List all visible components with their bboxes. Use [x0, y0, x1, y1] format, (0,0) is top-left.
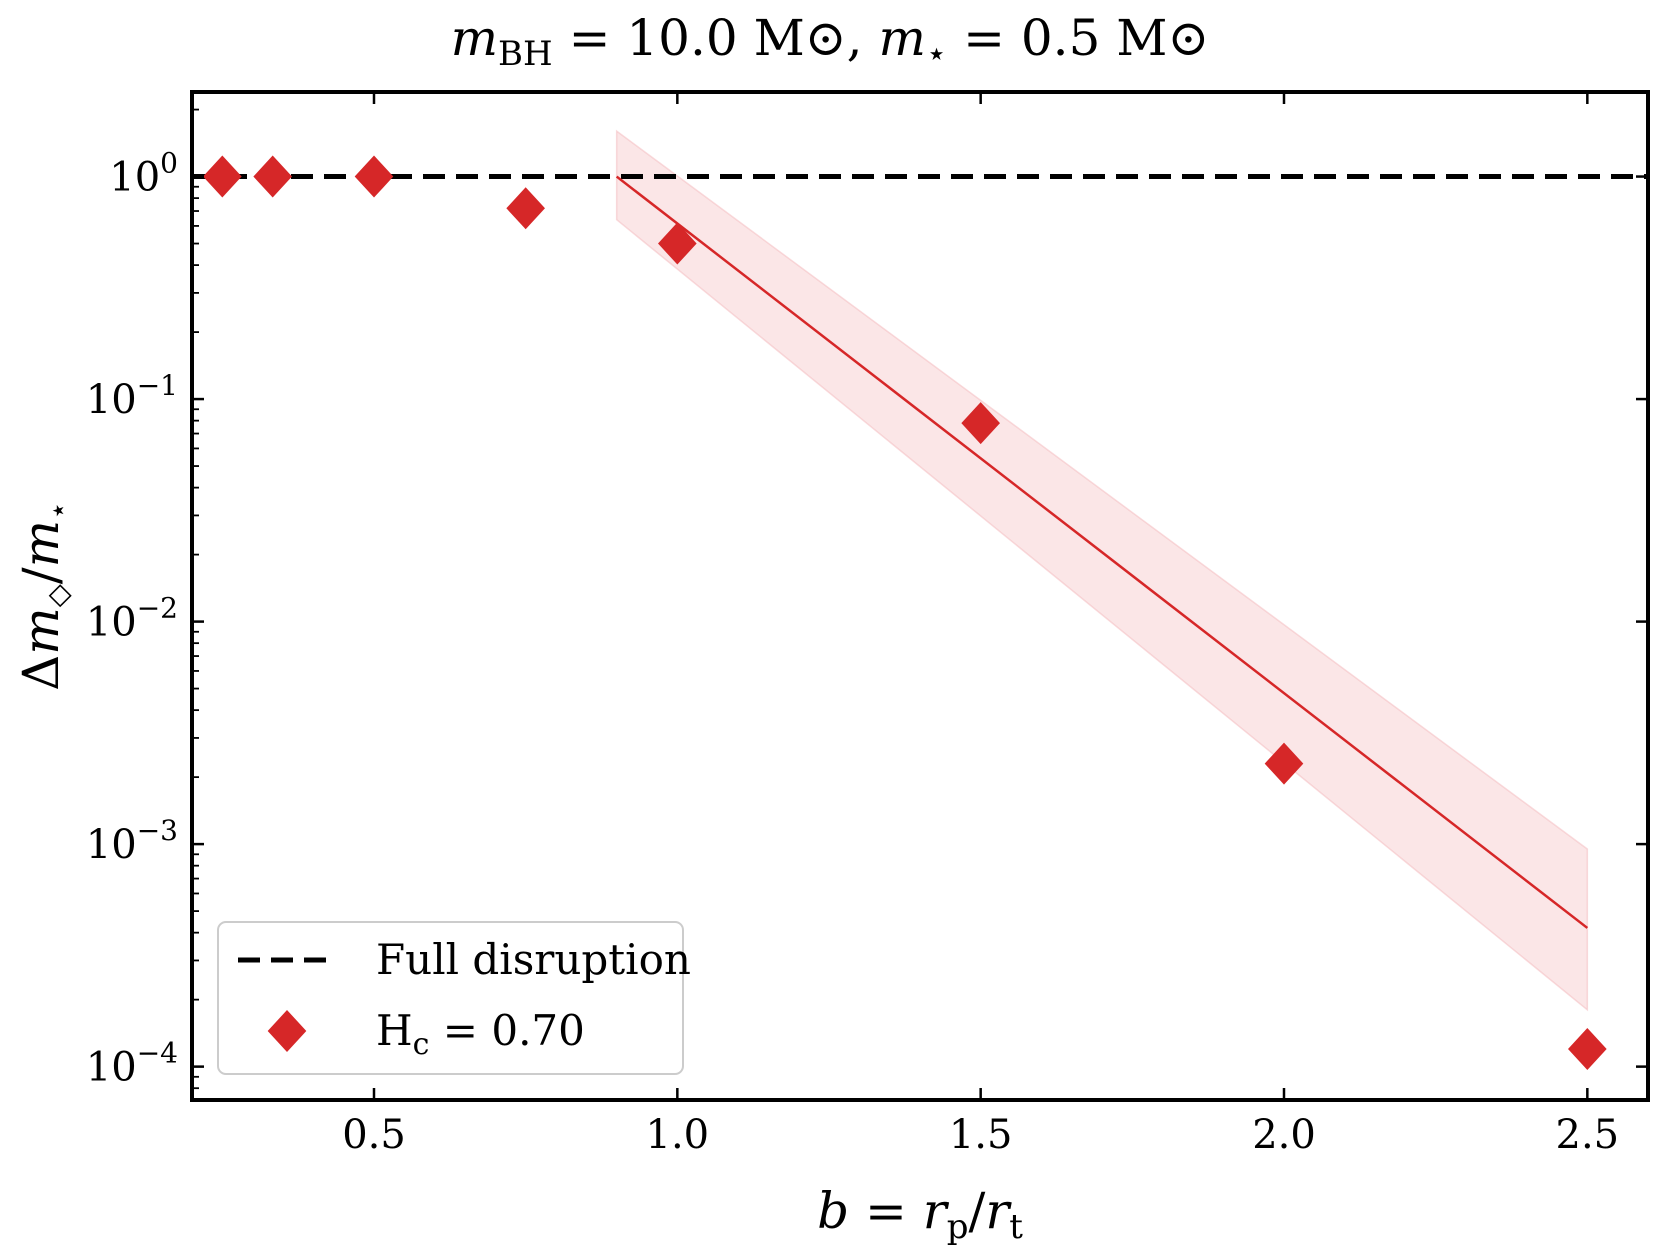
y-tick-base: 10	[86, 1045, 137, 1091]
y-tick-label: 10−4	[86, 1037, 178, 1091]
x-title-slash: /	[968, 1182, 985, 1240]
axis-ticks	[192, 92, 1648, 1100]
x-title-var: r	[923, 1182, 950, 1240]
y-tick-exponent: −2	[137, 592, 178, 625]
y-tick-exponent: 0	[160, 147, 178, 180]
y-title-sub: ⋆	[41, 501, 76, 520]
legend-label-main: H	[376, 1006, 413, 1055]
fit-line	[615, 175, 1589, 929]
y-tick-base: 10	[86, 600, 137, 646]
data-point-diamond	[658, 222, 697, 265]
fit-band	[615, 129, 1589, 1012]
y-title-sub: ◇	[41, 584, 76, 607]
y-tick-base: 10	[86, 822, 137, 868]
x-tick-label: 1.5	[949, 1112, 1013, 1158]
x-tick-label: 0.5	[342, 1112, 406, 1158]
y-title-var: m	[12, 520, 70, 567]
data-point-diamond	[506, 187, 545, 230]
data-point-diamond	[961, 402, 1000, 445]
fit-line-segment	[615, 175, 1589, 929]
data-point-diamond	[253, 155, 293, 198]
y-tick-base: 10	[109, 155, 160, 201]
legend-box	[217, 921, 684, 1075]
x-title-sub: p	[947, 1207, 969, 1246]
y-tick-base: 10	[86, 377, 137, 423]
x-axis-title: b = rp/rt	[817, 1182, 1023, 1246]
x-title-eq: =	[849, 1182, 923, 1240]
y-tick-exponent: −4	[137, 1037, 178, 1070]
y-title-delta: Δ	[12, 655, 70, 691]
x-title-sub: t	[1009, 1207, 1023, 1246]
fit-uncertainty-band	[615, 129, 1589, 1012]
title-subscript: BH	[498, 34, 553, 74]
title-var: m	[451, 9, 498, 67]
y-tick-label: 10−1	[86, 369, 178, 423]
legend-label-hc: Hc = 0.70	[376, 1006, 585, 1062]
x-tick-label: 2.0	[1252, 1112, 1316, 1158]
data-point-diamond	[203, 155, 242, 198]
title-rest: = 10.0 M⊙	[553, 9, 847, 67]
y-tick-exponent: −3	[137, 814, 178, 847]
y-title-var: m	[12, 607, 70, 654]
title-subscript: ⋆	[926, 34, 947, 74]
x-title-var: r	[985, 1182, 1012, 1240]
legend: Full disruption Hc = 0.70	[217, 921, 691, 1075]
y-tick-label: 10−2	[86, 592, 178, 646]
chart-title-text: mBH = 10.0 M⊙, m⋆ = 0.5 M⊙	[451, 9, 1210, 74]
y-tick-exponent: −1	[137, 369, 178, 402]
legend-label-full-disruption: Full disruption	[376, 935, 691, 984]
plot-frame	[190, 90, 1650, 1102]
y-axis-title: Δm◇/m⋆	[12, 501, 76, 691]
legend-label-rest: = 0.70	[429, 1006, 584, 1055]
y-tick-label: 10−3	[86, 814, 178, 868]
chart-title: mBH = 10.0 M⊙, m⋆ = 0.5 M⊙	[451, 9, 1210, 74]
data-points	[203, 155, 1607, 1071]
legend-label-sub: c	[413, 1027, 430, 1062]
x-tick-label: 2.5	[1556, 1112, 1620, 1158]
title-var: m	[878, 9, 925, 67]
title-separator: ,	[847, 9, 879, 67]
y-title-slash: /	[12, 567, 70, 584]
title-rest: = 0.5 M⊙	[947, 9, 1209, 67]
data-point-diamond	[1568, 1028, 1607, 1071]
data-point-diamond	[1264, 742, 1304, 785]
x-title-var: b	[817, 1182, 849, 1240]
data-point-diamond	[354, 155, 394, 198]
axes-frame	[190, 90, 1650, 1102]
legend-diamond-icon	[267, 1010, 307, 1052]
x-tick-label: 1.0	[646, 1112, 710, 1158]
y-tick-label: 100	[109, 147, 178, 201]
